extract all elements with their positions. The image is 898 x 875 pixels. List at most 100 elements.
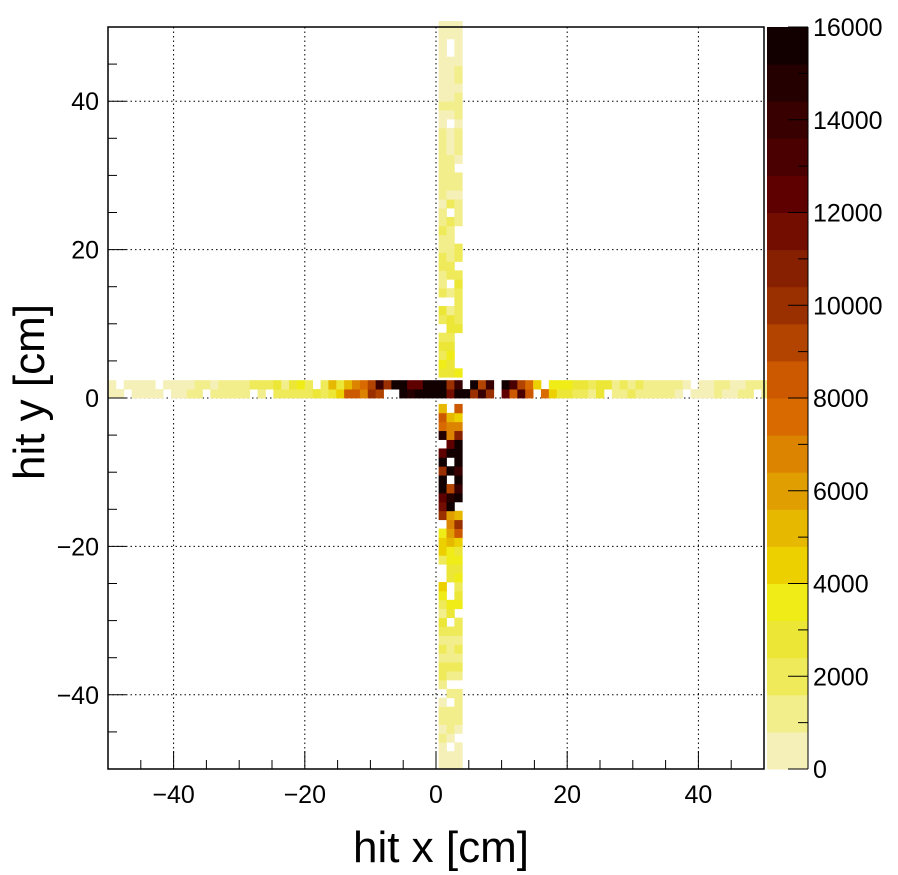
heatmap-cell xyxy=(178,389,188,399)
heatmap-cell xyxy=(454,635,463,645)
heatmap-cell xyxy=(438,421,447,432)
heatmap-cell xyxy=(446,190,455,200)
heatmap-cell xyxy=(454,21,463,31)
heatmap-cell xyxy=(446,412,455,423)
heatmap-cell xyxy=(226,380,235,390)
heatmap-cell xyxy=(241,380,251,390)
heatmap-cell xyxy=(446,252,455,262)
heatmap-cell xyxy=(454,671,463,681)
heatmap-cell xyxy=(438,760,447,770)
x-tick-label: 0 xyxy=(429,781,443,809)
heatmap-cell xyxy=(454,466,463,476)
heatmap-cell xyxy=(446,181,455,191)
heatmap-cell xyxy=(186,389,195,399)
heatmap-cell xyxy=(438,56,447,66)
heatmap-cell xyxy=(525,380,534,390)
heatmap-cell xyxy=(454,380,463,390)
heatmap-cell xyxy=(438,706,447,716)
color-scale-swatch xyxy=(767,64,808,102)
color-scale-swatch xyxy=(767,323,808,362)
heatmap-cell xyxy=(446,270,455,280)
heatmap-cell xyxy=(438,662,447,672)
heatmap-cell xyxy=(454,74,463,84)
heatmap-cell xyxy=(281,380,290,390)
heatmap-cell xyxy=(501,380,510,390)
heatmap-cell xyxy=(454,492,463,503)
heatmap-cell xyxy=(596,380,605,390)
heatmap-cell xyxy=(399,389,408,399)
heatmap-cell xyxy=(210,380,219,390)
heatmap-cell xyxy=(454,644,463,654)
heatmap-cell xyxy=(446,430,455,440)
heatmap-cell xyxy=(454,127,463,138)
heatmap-cell xyxy=(233,389,243,399)
heatmap-cell xyxy=(438,261,447,271)
heatmap-cell xyxy=(178,380,188,390)
heatmap-cell xyxy=(619,380,628,390)
heatmap-cell xyxy=(603,380,613,390)
heatmap-cell xyxy=(666,389,676,399)
heatmap-cell xyxy=(454,439,463,449)
heatmap-cell xyxy=(446,564,455,574)
heatmap-cell xyxy=(344,380,353,390)
heatmap-cell xyxy=(446,65,455,75)
heatmap-cell xyxy=(446,288,455,298)
heatmap-cell xyxy=(446,389,455,399)
heatmap-cell xyxy=(470,389,479,399)
heatmap-cell xyxy=(438,448,447,458)
heatmap-cell xyxy=(446,448,455,458)
color-scale-bar xyxy=(767,27,808,770)
color-scale-swatch xyxy=(767,546,808,584)
heatmap-cell xyxy=(226,389,235,399)
color-scale-label: 6000 xyxy=(813,478,869,506)
heatmap-cell xyxy=(446,653,455,663)
heatmap-cell xyxy=(454,662,463,672)
heatmap-cell xyxy=(548,389,558,399)
color-scale-swatch xyxy=(767,398,808,436)
heatmap-cell xyxy=(454,101,463,111)
heatmap-cell xyxy=(454,742,463,752)
heatmap-cell xyxy=(533,380,542,390)
heatmap-cell xyxy=(446,492,455,503)
heatmap-cell xyxy=(454,724,463,734)
heatmap-cell xyxy=(375,389,384,399)
heatmap-cell xyxy=(438,270,447,280)
heatmap-cell xyxy=(194,380,203,390)
x-axis-title: hit x [cm] xyxy=(353,823,529,872)
heatmap-cell xyxy=(454,38,463,49)
heatmap-cell xyxy=(438,136,447,147)
heatmap-cell xyxy=(446,136,455,147)
heatmap-cell xyxy=(454,83,463,93)
heatmap-cell xyxy=(446,501,455,512)
heatmap-cell xyxy=(438,350,447,360)
heatmap-cell xyxy=(454,617,463,627)
y-axis-title: hit y [cm] xyxy=(5,304,54,480)
heatmap-cell xyxy=(722,380,731,390)
heatmap-cell xyxy=(446,733,455,743)
heatmap-cell xyxy=(454,564,463,574)
heatmap-cell xyxy=(737,380,747,390)
heatmap-cell xyxy=(761,389,770,399)
heatmap-cell xyxy=(375,380,384,390)
heatmap-cell xyxy=(352,389,361,399)
heatmap-cell xyxy=(454,323,463,334)
heatmap-cell xyxy=(446,510,455,521)
heatmap-cell xyxy=(446,101,455,111)
heatmap-cell xyxy=(454,751,463,761)
heatmap-cell xyxy=(399,380,408,390)
heatmap-cell xyxy=(446,537,455,547)
heatmap-cells xyxy=(108,21,770,770)
heatmap-cell xyxy=(430,389,440,399)
heatmap-cell xyxy=(446,439,455,449)
heatmap-cell xyxy=(446,243,455,253)
heatmap-cell xyxy=(438,537,447,547)
heatmap-cell xyxy=(438,599,447,610)
heatmap-cell xyxy=(438,225,447,236)
heatmap-cell xyxy=(446,350,455,360)
heatmap-cell xyxy=(446,225,455,236)
heatmap-cell xyxy=(706,380,715,390)
heatmap-cell xyxy=(108,389,117,399)
x-tick-label: −20 xyxy=(284,781,326,809)
heatmap-cell xyxy=(438,65,447,75)
heatmap-cell xyxy=(446,359,455,369)
